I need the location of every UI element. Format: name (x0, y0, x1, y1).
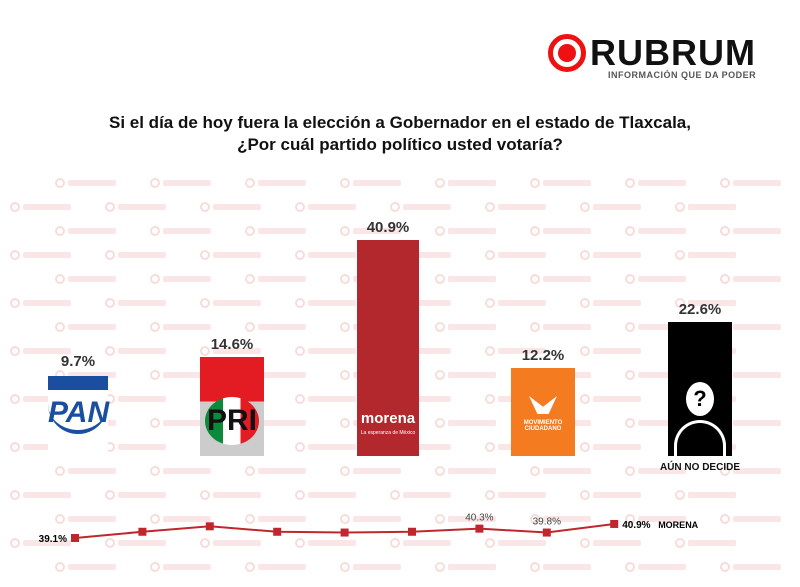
pan-label: PAN (48, 396, 109, 434)
trend-point (273, 527, 282, 536)
bar-pan: PAN (48, 376, 109, 456)
rubrum-logo: RUBRUM INFORMACIÓN QUE DA PODER (548, 32, 773, 84)
pan-logo (48, 376, 108, 390)
person-silhouette-icon: ? (686, 382, 714, 416)
trend-point (205, 522, 214, 531)
bar-pri: PRI (200, 357, 264, 456)
trend-point (610, 519, 619, 528)
mc-label: MOVIMIENTO CIUDADANO (523, 420, 563, 432)
trend-point-label: 40.3% (465, 513, 493, 524)
logo-dot (558, 44, 576, 62)
series-label: MORENA (658, 520, 698, 530)
logo-tagline: INFORMACIÓN QUE DA PODER (608, 70, 757, 80)
trend-point (408, 527, 416, 536)
morena-sub: La esperanza de México (360, 430, 416, 436)
morena-label: morena (360, 410, 416, 427)
bar-value-label: 12.2% (521, 347, 565, 364)
trend-point (542, 528, 551, 537)
person-shoulders-inner (677, 423, 723, 456)
bar-aún-no-decide: ? (668, 322, 732, 456)
title-line2: ¿Por cuál partido político usted votaría… (237, 135, 563, 154)
bar-morena: morena La esperanza de México (357, 240, 419, 456)
trend-point (138, 527, 147, 536)
logo-ring-icon (548, 34, 586, 72)
logo-name: RUBRUM (590, 32, 756, 73)
trend-point-label: 39.8% (533, 517, 561, 528)
undecided-label: AÚN NO DECIDE (659, 462, 740, 473)
trend-point-label: 40.9% (622, 520, 650, 531)
chart-title: Si el día de hoy fuera la elección a Gob… (0, 112, 800, 156)
trend-point-label: 39.1% (39, 534, 67, 545)
bar-value-label: 9.7% (60, 353, 96, 370)
bar-value-label: 22.6% (678, 301, 722, 318)
trend-point (475, 524, 484, 533)
bar-movimiento-ciudadano: MOVIMIENTO CIUDADANO (511, 368, 575, 456)
trend-point (340, 528, 349, 537)
trend-point (71, 534, 79, 542)
bar-value-label: 40.9% (366, 219, 410, 236)
bar-value-label: 14.6% (210, 336, 254, 353)
pri-logo: PRI (205, 397, 259, 445)
title-line1: Si el día de hoy fuera la elección a Gob… (109, 113, 691, 132)
